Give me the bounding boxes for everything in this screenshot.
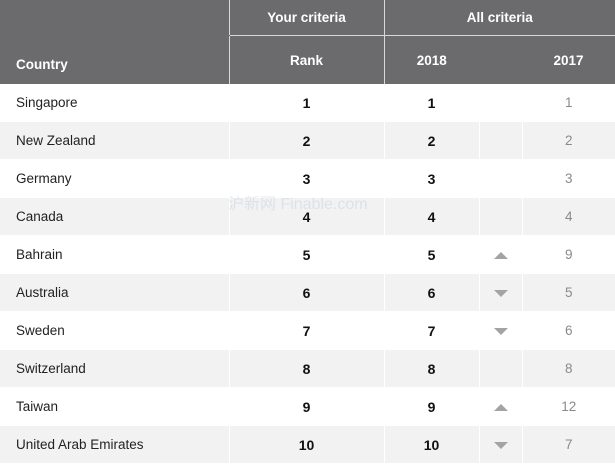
trend-cell [478, 273, 523, 312]
column-header-trend [479, 35, 522, 84]
trend-cell [478, 159, 523, 198]
table-row: Germany 3 3 3 [0, 159, 615, 198]
table-body: Singapore 1 1 1 New Zealand 2 2 2 Germany 3 3 3 Cana… [0, 84, 615, 464]
table-row: Bahrain 5 5 9 [0, 235, 615, 274]
triangle-down-icon [493, 441, 508, 449]
triangle-down-icon [493, 327, 508, 335]
country-cell: Singapore [0, 84, 229, 122]
country-cell: Switzerland [0, 349, 229, 388]
country-cell: United Arab Emirates [0, 425, 229, 464]
table-header: Your criteria All criteria Country Rank … [0, 0, 615, 84]
triangle-up-icon [493, 251, 508, 259]
table-row: United Arab Emirates 10 10 7 [0, 425, 615, 464]
country-cell: Bahrain [0, 235, 229, 274]
rank-2017-cell: 3 [522, 159, 615, 198]
rank-2017-cell: 1 [522, 84, 615, 122]
country-cell: New Zealand [0, 121, 229, 160]
rank-2018-cell: 2 [383, 121, 479, 160]
rank-2017-cell: 8 [522, 349, 615, 388]
header-all-criteria: All criteria [383, 0, 615, 36]
rank-2017-cell: 12 [522, 387, 615, 426]
country-cell: Canada [0, 197, 229, 236]
header-blank [0, 0, 229, 36]
country-cell: Taiwan [0, 387, 229, 426]
rank-2018-cell: 7 [383, 311, 479, 350]
rank-2018-cell: 8 [383, 349, 479, 388]
rank-2017-cell: 5 [522, 273, 615, 312]
column-header-rank: Rank [228, 35, 384, 84]
rank-cell: 5 [228, 235, 385, 274]
country-cell: Sweden [0, 311, 229, 350]
rank-cell: 6 [228, 273, 385, 312]
rank-cell: 4 [228, 197, 385, 236]
rank-2017-cell: 4 [522, 197, 615, 236]
header-your-criteria: Your criteria [228, 0, 384, 36]
trend-cell [478, 121, 523, 160]
country-cell: Germany [0, 159, 229, 198]
rank-cell: 1 [228, 84, 385, 122]
trend-cell [478, 387, 523, 426]
triangle-down-icon [493, 289, 508, 297]
table-row: New Zealand 2 2 2 [0, 121, 615, 160]
rank-2017-cell: 6 [522, 311, 615, 350]
rank-cell: 9 [228, 387, 385, 426]
rank-2017-cell: 7 [522, 425, 615, 464]
country-cell: Australia [0, 273, 229, 312]
rank-2018-cell: 5 [383, 235, 479, 274]
rank-2018-cell: 6 [383, 273, 479, 312]
rank-2017-cell: 2 [522, 121, 615, 160]
table-row: Switzerland 8 8 8 [0, 349, 615, 388]
table-row: Australia 6 6 5 [0, 273, 615, 312]
trend-cell [478, 425, 523, 464]
rank-2018-cell: 10 [383, 425, 479, 464]
column-header-country: Country [0, 35, 229, 84]
trend-cell [478, 311, 523, 350]
rank-2018-cell: 1 [383, 84, 479, 122]
column-header-2017: 2017 [522, 35, 615, 84]
triangle-up-icon [493, 403, 508, 411]
rank-2018-cell: 4 [383, 197, 479, 236]
trend-cell [478, 235, 523, 274]
rank-cell: 7 [228, 311, 385, 350]
trend-cell [478, 84, 523, 122]
rank-cell: 10 [228, 425, 385, 464]
rank-2018-cell: 9 [383, 387, 479, 426]
table-row: Singapore 1 1 1 [0, 84, 615, 122]
column-header-2018: 2018 [383, 35, 479, 84]
rank-cell: 3 [228, 159, 385, 198]
trend-cell [478, 349, 523, 388]
table-row: Sweden 7 7 6 [0, 311, 615, 350]
table-row: Taiwan 9 9 12 [0, 387, 615, 426]
rank-cell: 2 [228, 121, 385, 160]
rank-cell: 8 [228, 349, 385, 388]
rank-2017-cell: 9 [522, 235, 615, 274]
rank-2018-cell: 3 [383, 159, 479, 198]
trend-cell [478, 197, 523, 236]
table-row: Canada 4 4 4 [0, 197, 615, 236]
